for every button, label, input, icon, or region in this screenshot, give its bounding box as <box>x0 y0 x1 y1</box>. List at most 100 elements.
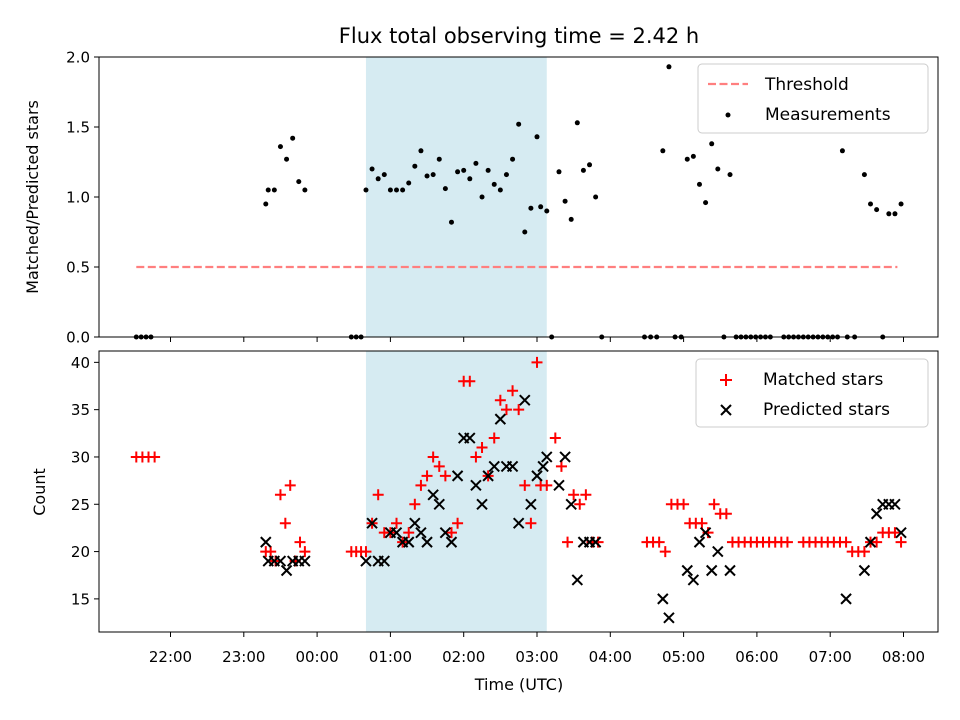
predicted-star-marker <box>589 536 602 548</box>
predicted-star-marker <box>299 555 311 567</box>
measurement-point <box>593 194 599 200</box>
predicted-star-marker <box>541 451 553 463</box>
measurement-point <box>467 176 473 182</box>
measurement-point <box>690 153 696 159</box>
x-tick-label: 07:00 <box>809 648 852 666</box>
matched-star-marker <box>708 498 720 510</box>
measurement-point <box>510 156 516 162</box>
top-panel: 0.00.51.01.52.0 Matched/Predicted stars … <box>23 49 939 347</box>
legend-matched-label: Matched stars <box>763 370 883 390</box>
legend-predicted-label: Predicted stars <box>763 400 890 420</box>
measurement-point <box>479 194 485 200</box>
predicted-star-marker <box>512 517 525 529</box>
x-tick-label: 01:00 <box>369 648 412 666</box>
measurement-point <box>874 207 880 213</box>
measurement-point <box>715 166 721 172</box>
matched-star-marker <box>494 394 506 406</box>
legend-predicted-swatch <box>720 404 732 416</box>
predicted-star-marker <box>553 479 565 492</box>
x-tick-label: 22:00 <box>149 648 192 666</box>
measurement-point <box>387 187 393 193</box>
measurement-point <box>892 211 898 217</box>
measurement-point <box>898 201 904 207</box>
observing-window-span <box>365 351 547 632</box>
x-tick-label: 05:00 <box>662 648 705 666</box>
measurement-point <box>400 187 406 193</box>
matched-star-marker <box>525 517 537 529</box>
measurement-point <box>727 172 733 178</box>
predicted-star-marker <box>360 555 372 567</box>
predicted-star-marker <box>494 413 507 425</box>
bottom-y-tick-label: 30 <box>71 448 90 466</box>
bottom-y-tick-label: 40 <box>71 354 90 372</box>
matched-star-marker <box>433 460 445 472</box>
predicted-star-marker <box>705 564 718 577</box>
matched-star-marker <box>439 470 451 482</box>
matched-star-marker <box>858 546 870 558</box>
bottom-panel: 15 20 25 30 35 40 22:00 23:00 00:00 01:00 02:00 03… <box>30 350 939 694</box>
matched-star-marker <box>294 536 306 548</box>
matched-star-marker <box>403 527 415 539</box>
matched-star-marker <box>427 451 439 463</box>
matched-star-marker <box>476 442 488 454</box>
matched-star-marker <box>562 536 574 548</box>
x-tick-label: 03:00 <box>515 648 558 666</box>
predicted-star-marker <box>657 593 669 605</box>
bottom-y-tick-label: 20 <box>71 543 90 561</box>
measurement-point <box>369 166 375 172</box>
bottom-frame <box>98 350 939 633</box>
matched-star-marker <box>653 536 665 548</box>
measurement-point <box>544 208 550 214</box>
predicted-star-marker <box>415 526 427 539</box>
predicted-star-marker <box>506 460 519 473</box>
matched-star-marker <box>284 479 296 491</box>
matched-star-marker <box>519 479 531 491</box>
measurement-point <box>660 148 666 154</box>
predicted-star-marker <box>403 536 415 548</box>
predicted-star-marker <box>476 498 488 510</box>
bottom-legend-box <box>695 358 929 428</box>
x-tick-label: 23:00 <box>222 648 265 666</box>
measurement-point <box>448 219 454 225</box>
matched-star-marker <box>299 546 311 558</box>
predicted-star-marker <box>439 526 452 539</box>
x-tick-label: 08:00 <box>882 648 925 666</box>
measurement-point <box>455 169 461 175</box>
measurement-point <box>503 172 509 178</box>
predicted-star-markers <box>260 394 907 624</box>
x-tick-label: 02:00 <box>442 648 485 666</box>
matched-star-marker <box>507 385 519 397</box>
measurement-point <box>587 162 593 168</box>
bottom-y-tick-label: 25 <box>71 496 90 514</box>
matched-star-marker <box>149 451 161 463</box>
bottom-legend: Matched stars Predicted stars <box>695 358 929 428</box>
top-y-tick-label: 2.0 <box>66 49 90 67</box>
matched-star-marker <box>781 536 793 548</box>
measurement-point <box>709 141 715 147</box>
predicted-star-marker <box>537 460 549 473</box>
measurement-point <box>574 120 580 126</box>
predicted-star-marker <box>571 574 584 586</box>
bottom-y-tick-label: 15 <box>71 590 90 608</box>
predicted-star-marker <box>366 517 378 529</box>
matched-star-marker <box>464 375 476 387</box>
predicted-star-marker <box>724 564 736 577</box>
measurement-point <box>868 201 874 207</box>
top-y-tick-label: 1.5 <box>66 119 90 137</box>
matched-star-marker <box>488 432 500 444</box>
matched-star-marker <box>274 489 286 501</box>
measurement-point <box>394 187 400 193</box>
measurement-point <box>568 216 574 222</box>
predicted-star-marker <box>681 564 693 577</box>
top-legend: Threshold Measurements <box>697 63 929 134</box>
matched-star-marker <box>678 498 690 510</box>
legend-measurements-label: Measurements <box>765 105 891 125</box>
x-tick-label: 06:00 <box>735 648 778 666</box>
predicted-star-marker <box>870 508 883 520</box>
predicted-star-marker <box>445 536 458 548</box>
measurement-point <box>886 211 892 217</box>
measurement-point <box>485 167 491 173</box>
predicted-star-marker <box>559 451 571 463</box>
matched-star-marker <box>470 451 482 463</box>
